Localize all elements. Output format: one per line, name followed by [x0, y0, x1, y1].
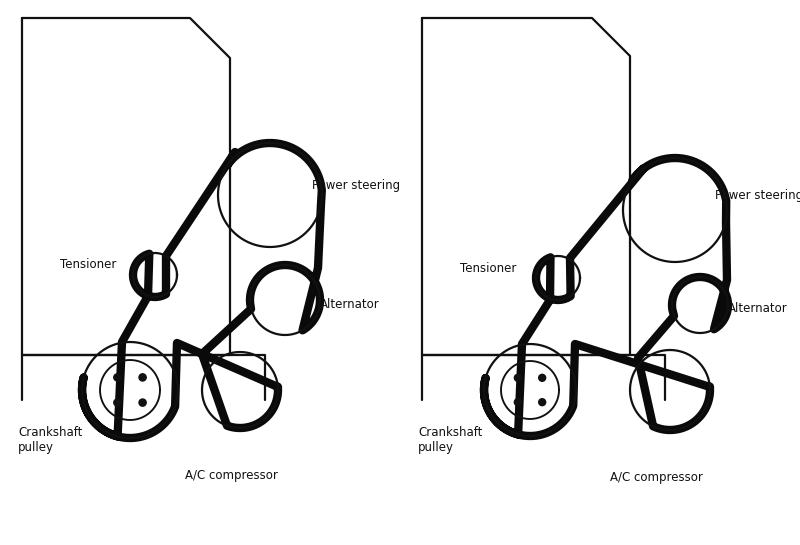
Text: Power steering: Power steering	[312, 179, 400, 191]
Circle shape	[514, 374, 522, 381]
Text: Tensioner: Tensioner	[460, 262, 516, 275]
Circle shape	[538, 374, 546, 381]
Circle shape	[538, 399, 546, 405]
Text: Tensioner: Tensioner	[60, 258, 116, 271]
Circle shape	[139, 399, 146, 406]
Circle shape	[114, 399, 121, 406]
Text: Power steering: Power steering	[715, 189, 800, 202]
Text: Alternator: Alternator	[320, 299, 380, 312]
Text: A/C compressor: A/C compressor	[185, 469, 278, 481]
Text: Crankshaft
pulley: Crankshaft pulley	[18, 426, 82, 454]
Circle shape	[514, 399, 522, 405]
Circle shape	[139, 374, 146, 381]
Text: Crankshaft
pulley: Crankshaft pulley	[418, 426, 482, 454]
Text: Alternator: Alternator	[728, 301, 788, 314]
Circle shape	[114, 374, 121, 381]
Text: A/C compressor: A/C compressor	[610, 471, 703, 485]
